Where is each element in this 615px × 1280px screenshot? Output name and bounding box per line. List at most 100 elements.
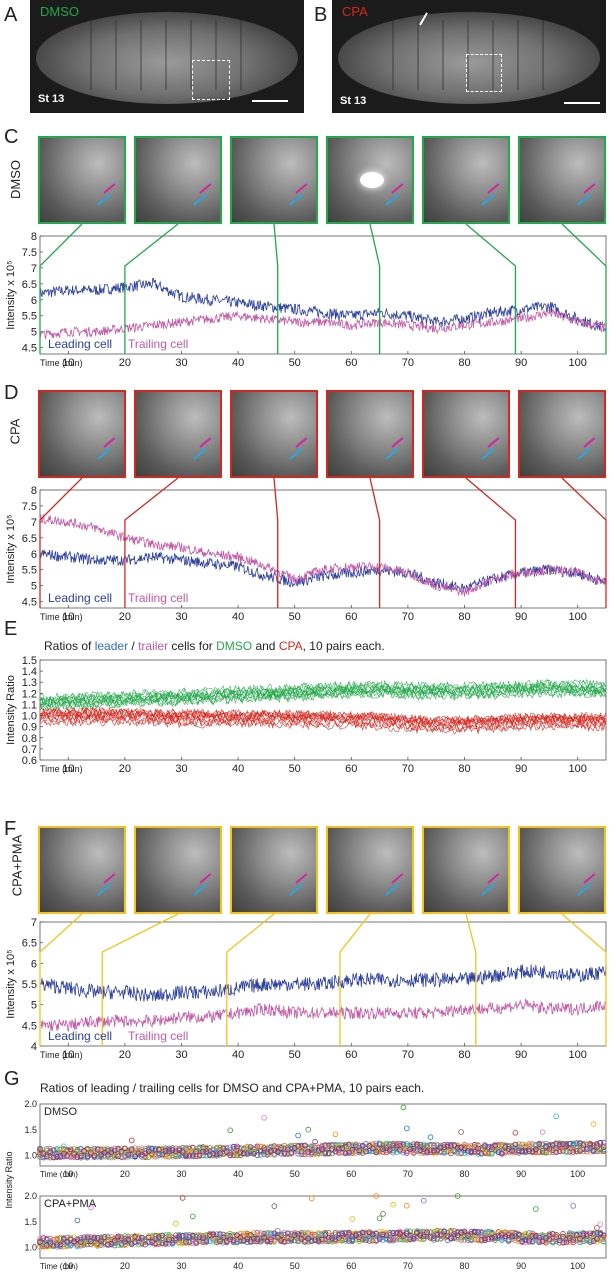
ratio-point [108,1236,115,1243]
ratio-point [434,1147,441,1154]
ratio-point [274,1149,281,1156]
frame-connector [369,477,381,608]
ratio-point [573,1235,580,1242]
ratio-point [600,1139,607,1146]
ratio-point [505,1230,512,1237]
ratio-point [200,1238,206,1244]
ratio-point [281,1232,288,1238]
ratio-point [373,1233,380,1240]
ratio-point [390,1235,397,1241]
ratio-point [281,1143,288,1149]
ratio-point [465,1232,471,1238]
ratio-point [536,1149,542,1155]
ratio-point [60,1146,67,1152]
ratio-point [570,1231,576,1238]
ratio-point [108,1148,115,1154]
ratio-point [329,1238,335,1245]
ratio-point [536,1234,542,1241]
ratio-point [237,1145,244,1152]
frame-connector [561,223,607,354]
ratio-point [492,1237,498,1243]
ratio-point [342,1145,349,1151]
ratio-point [366,1145,373,1151]
ratio-point [217,1238,223,1244]
ratio-point [210,1146,217,1153]
ratio-point [349,1238,356,1244]
ratio-point [335,1234,342,1241]
row-label-cpa: CPA [7,418,23,445]
ratio-point [431,1229,437,1235]
ratio-point [332,1238,339,1244]
ratio-point [149,1234,155,1240]
ratio-point [502,1235,509,1242]
ratio-point [346,1150,352,1156]
ratio-point [186,1153,193,1159]
arrow-icon-trailing [391,873,404,884]
ratio-point [505,1237,512,1243]
ratio-point [295,1147,301,1154]
ratio-point [213,1235,220,1242]
ratio-point [145,1147,152,1153]
ratio-point [84,1235,91,1241]
ratio-point [519,1147,525,1154]
arrow-icon-leading [577,883,591,896]
ratio-point [454,1229,461,1235]
ratio-point [111,1152,118,1159]
ratio-point [499,1234,505,1241]
ratio-point [132,1153,138,1160]
ratio-point [597,1230,604,1237]
ratio-point [448,1147,454,1154]
ratio-point [274,1231,281,1238]
ratio-point [71,1240,77,1247]
ratio-point [502,1231,509,1238]
ratio-point [88,1147,94,1154]
ratio-point [319,1238,325,1244]
ratio-point [213,1235,220,1242]
ratio-point [400,1149,407,1156]
ratio-point [583,1141,590,1147]
ratio-point [417,1232,424,1238]
ratio-point [349,1149,356,1155]
ratio-point [37,1147,43,1154]
ratio-point [519,1233,525,1239]
ratio-point [43,1151,50,1158]
ratio-point [346,1146,352,1153]
ratio-point [322,1142,329,1148]
ratio-point [594,1238,600,1245]
ratio-point [532,1142,539,1148]
ratio-point [492,1147,498,1154]
ratio-point [424,1143,430,1150]
ratio-point [471,1148,478,1155]
ratio-point [81,1148,87,1154]
ratio-point [587,1144,593,1151]
ratio-point [386,1146,393,1153]
ratio-point [101,1153,108,1160]
timelapse-frame [38,826,126,914]
ratio-point [410,1235,417,1242]
ratio-point [210,1235,217,1242]
arrow-icon-leading [97,883,111,896]
ratio-point [437,1144,444,1150]
ratio-point [488,1151,495,1157]
ratio-point [230,1233,237,1239]
ratio-point [400,1230,407,1236]
ratio-point [94,1236,101,1243]
ratio-point [230,1148,237,1154]
ratio-point [346,1149,352,1156]
ratio-point [546,1142,553,1149]
ratio-point [271,1147,278,1154]
ratio-point [583,1237,590,1243]
ratio-point [98,1234,104,1241]
ratio-point [43,1147,50,1154]
ratio-point [461,1228,468,1235]
ratio-line-dmso [39,678,606,702]
ratio-point [132,1235,138,1242]
ratio-point [244,1232,251,1239]
ratio-point [403,1231,410,1237]
ratio-point [522,1142,529,1149]
ratio-point [257,1230,264,1236]
ratio-point [434,1232,441,1238]
ratio-point [281,1238,288,1245]
ratio-point [244,1235,251,1242]
ratio-point [74,1237,81,1243]
